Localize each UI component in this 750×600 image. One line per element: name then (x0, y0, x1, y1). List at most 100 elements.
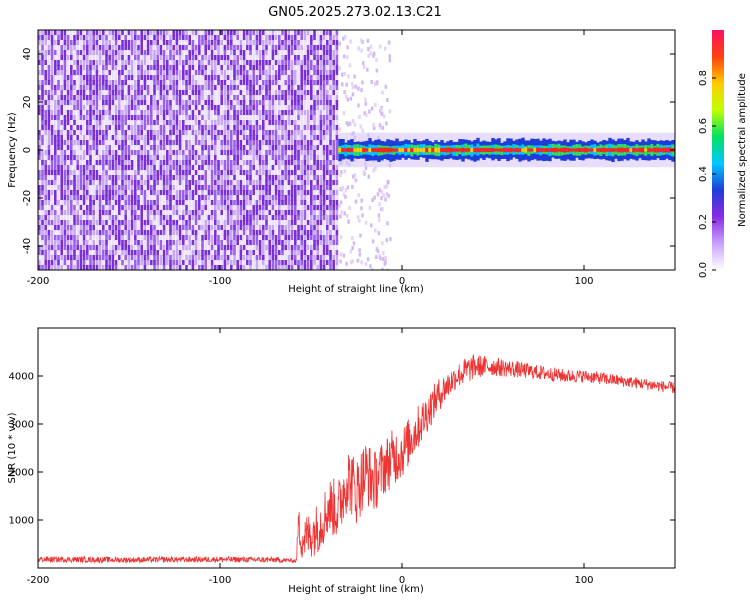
heatmap-cell (369, 264, 372, 269)
heatmap-cell (290, 195, 294, 201)
heatmap-cell (335, 230, 339, 236)
heatmap-cell (185, 215, 188, 221)
heatmap-cell (191, 150, 195, 156)
heatmap-cell (313, 145, 316, 151)
heatmap-cell (319, 95, 323, 101)
heatmap-cell (70, 175, 73, 181)
heatmap-cell (223, 45, 227, 51)
heatmap-cell (86, 215, 89, 221)
heatmap-cell (111, 35, 115, 41)
heatmap-cell (127, 40, 131, 46)
heatmap-cell (214, 160, 217, 166)
heatmap-cell (294, 115, 297, 121)
heatmap-cell (82, 155, 86, 161)
heatmap-cell (41, 235, 44, 241)
heatmap-cell (194, 205, 198, 211)
heatmap-cell (249, 260, 252, 266)
heatmap-cell (41, 250, 44, 256)
heatmap-cell (284, 110, 287, 116)
heatmap-cell (204, 115, 207, 121)
heatmap-cell (159, 70, 163, 76)
heatmap-cell (246, 80, 249, 86)
heatmap-cell (326, 240, 329, 246)
heatmap-cell (95, 130, 99, 136)
heatmap-cell (290, 225, 294, 231)
heatmap-cell (102, 30, 105, 36)
heatmap-cell (178, 225, 182, 231)
heatmap-cell (364, 101, 368, 106)
heatmap-cell (226, 140, 230, 146)
signal-band-core (467, 148, 471, 152)
heatmap-cell (223, 225, 227, 231)
heatmap-cell (134, 125, 137, 131)
heatmap-cell (121, 225, 124, 231)
heatmap-cell (95, 45, 99, 51)
heatmap-cell (124, 105, 127, 111)
heatmap-cell (384, 255, 387, 260)
heatmap-cell (220, 80, 223, 86)
heatmap-cell (210, 110, 214, 116)
heatmap-cell (201, 250, 204, 256)
heatmap-cell (210, 120, 214, 126)
heatmap-cell (86, 45, 89, 51)
heatmap-cell (156, 180, 159, 186)
heatmap-cell (313, 45, 316, 51)
heatmap-cell (287, 185, 291, 191)
heatmap-cell (271, 85, 275, 91)
heatmap-cell (118, 65, 121, 71)
heatmap-cell (47, 225, 51, 231)
heatmap-cell (63, 200, 67, 206)
heatmap-cell (76, 55, 79, 61)
heatmap-cell (38, 235, 41, 241)
heatmap-cell (50, 165, 54, 171)
heatmap-cell (230, 210, 233, 216)
heatmap-cell (230, 105, 233, 111)
heatmap-cell (146, 60, 150, 66)
heatmap-cell (114, 105, 118, 111)
heatmap-cell (98, 55, 102, 61)
heatmap-cell (114, 190, 118, 196)
heatmap-cell (274, 115, 278, 121)
heatmap-cell (70, 35, 73, 41)
heatmap-cell (105, 90, 108, 96)
heatmap-cell (341, 82, 344, 87)
heatmap-cell (356, 258, 360, 263)
heatmap-cell (332, 260, 335, 266)
heatmap-cell (159, 30, 163, 36)
heatmap-cell (265, 235, 268, 241)
heatmap-cell (252, 85, 255, 91)
heatmap-cell (214, 85, 217, 91)
heatmap-cell (249, 155, 252, 161)
heatmap-cell (134, 30, 137, 36)
heatmap-cell (86, 145, 89, 151)
heatmap-cell (351, 85, 355, 90)
heatmap-cell (146, 180, 150, 186)
heatmap-cell (150, 55, 153, 61)
heatmap-cell (86, 35, 89, 41)
heatmap-cell (143, 115, 147, 121)
heatmap-cell (201, 225, 204, 231)
heatmap-cell (172, 65, 175, 71)
heatmap-cell (150, 250, 153, 256)
heatmap-cell (310, 160, 313, 166)
heatmap-cell (127, 30, 131, 36)
heatmap-cell (217, 50, 220, 56)
heatmap-cell (73, 205, 76, 211)
signal-band-core (530, 148, 534, 152)
heatmap-cell (150, 105, 153, 111)
heatmap-cell (41, 100, 44, 106)
heatmap-cell (297, 115, 300, 121)
heatmap-cell (326, 245, 329, 251)
heatmap-cell (357, 46, 360, 51)
heatmap-cell (252, 205, 255, 211)
heatmap-cell (118, 255, 121, 261)
heatmap-cell (127, 235, 131, 241)
heatmap-cell (381, 207, 384, 212)
heatmap-cell (73, 70, 76, 76)
heatmap-cell (271, 30, 275, 36)
heatmap-cell (271, 115, 275, 121)
heatmap-cell (121, 220, 124, 226)
heatmap-cell (185, 85, 188, 91)
heatmap-cell (172, 250, 175, 256)
heatmap-cell (303, 35, 307, 41)
